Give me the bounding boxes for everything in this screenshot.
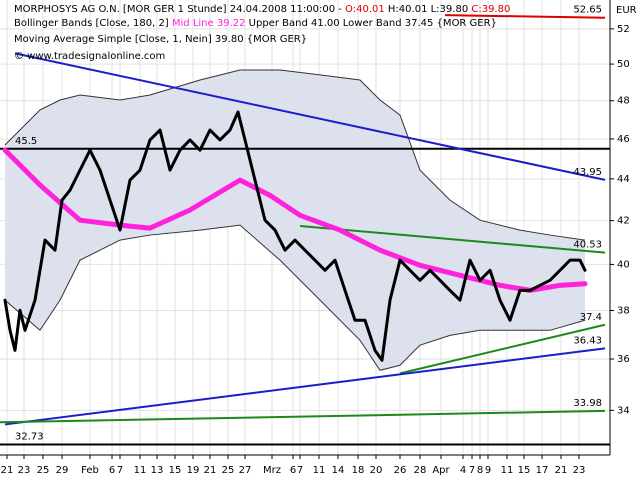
y-tick-label: 42 xyxy=(617,216,630,227)
header-text: Upper Band 41.00 Lower Band 37.45 {MOR G… xyxy=(245,18,496,29)
y-tick-label: 44 xyxy=(617,174,630,185)
line-label: 45.5 xyxy=(15,136,37,147)
trend-line xyxy=(444,14,606,19)
series-line xyxy=(3,110,587,362)
x-tick-label: 18 xyxy=(352,465,365,476)
header-midline: Mid Line 39.22 xyxy=(172,18,246,29)
line-label: 33.98 xyxy=(573,398,602,409)
x-tick-label: 28 xyxy=(414,465,427,476)
x-tick-label: 27 xyxy=(239,465,252,476)
header-line: Bollinger Bands [Close, 180, 2] Mid Line… xyxy=(14,18,497,29)
x-tick-label: Apr xyxy=(432,465,450,476)
copyright: © www.tradesignalonline.com xyxy=(14,51,165,62)
x-tick-label: 11 xyxy=(501,465,514,476)
header-text: H:40.01 L:39.80 xyxy=(385,4,472,15)
x-tick-label: 4 xyxy=(460,465,466,476)
header-line: Moving Average Simple [Close, 1, Nein] 3… xyxy=(14,34,307,45)
x-tick-label: 21 xyxy=(204,465,217,476)
y-tick-label: 34 xyxy=(617,405,630,416)
x-tick-label: 20 xyxy=(370,465,383,476)
x-tick-label: 23 xyxy=(18,465,31,476)
y-tick-label: 40 xyxy=(617,259,630,270)
x-tick-label: 19 xyxy=(187,465,200,476)
x-tick-label: 21 xyxy=(1,465,14,476)
x-tick-label: 17 xyxy=(536,465,549,476)
line-label: 37.4 xyxy=(580,312,602,323)
x-tick-label: 9 xyxy=(485,465,491,476)
x-tick-label: 7 xyxy=(469,465,475,476)
y-tick-label: 52 xyxy=(617,24,630,35)
x-tick-label: 21 xyxy=(555,465,568,476)
x-tick-label: 26 xyxy=(394,465,407,476)
header-text: Bollinger Bands [Close, 180, 2] xyxy=(14,18,172,29)
y-tick-label: 36 xyxy=(617,354,630,365)
y-tick-label: 38 xyxy=(617,305,630,316)
upper-band xyxy=(4,69,586,241)
trend-line xyxy=(0,409,606,424)
x-tick-label: 11 xyxy=(313,465,326,476)
lower-band xyxy=(4,224,586,371)
line-label: 43.95 xyxy=(573,167,602,178)
x-tick-label: 6 xyxy=(290,465,296,476)
x-tick-label: 23 xyxy=(573,465,586,476)
trend-line xyxy=(399,323,606,375)
trend-line xyxy=(14,52,606,181)
y-tick-label: 46 xyxy=(617,134,630,145)
x-tick-label: Feb xyxy=(81,465,99,476)
x-tick-label: 15 xyxy=(518,465,531,476)
header-line: MORPHOSYS AG O.N. [MOR GER 1 Stunde] 24.… xyxy=(14,4,510,15)
x-tick-label: 7 xyxy=(297,465,303,476)
x-tick-label: 11 xyxy=(134,465,147,476)
x-tick-label: 14 xyxy=(332,465,345,476)
line-label: 32.73 xyxy=(15,432,44,443)
x-tick-label: 6 xyxy=(109,465,115,476)
line-label: 36.43 xyxy=(573,335,602,346)
line-label: 40.53 xyxy=(573,240,602,251)
y-tick-label: 50 xyxy=(617,59,630,70)
x-tick-label: 15 xyxy=(169,465,182,476)
x-tick-label: 29 xyxy=(56,465,69,476)
unit-label: EUR xyxy=(616,5,637,16)
y-tick-label: 48 xyxy=(617,96,630,107)
line-label: 52.65 xyxy=(573,5,602,16)
x-tick-label: 13 xyxy=(151,465,164,476)
x-tick-label: 25 xyxy=(222,465,235,476)
band-fill xyxy=(5,70,585,371)
trend-line xyxy=(299,224,606,254)
series-line xyxy=(2,147,588,293)
trend-line xyxy=(4,347,606,426)
x-tick-label: Mrz xyxy=(263,465,281,476)
x-tick-label: 8 xyxy=(477,465,483,476)
header-text: MORPHOSYS AG O.N. [MOR GER 1 Stunde] 24.… xyxy=(14,4,345,15)
header-open: O:40.01 xyxy=(345,4,385,15)
x-tick-label: 7 xyxy=(117,465,123,476)
header-close: C:39.80 xyxy=(471,4,510,15)
x-tick-label: 25 xyxy=(37,465,50,476)
